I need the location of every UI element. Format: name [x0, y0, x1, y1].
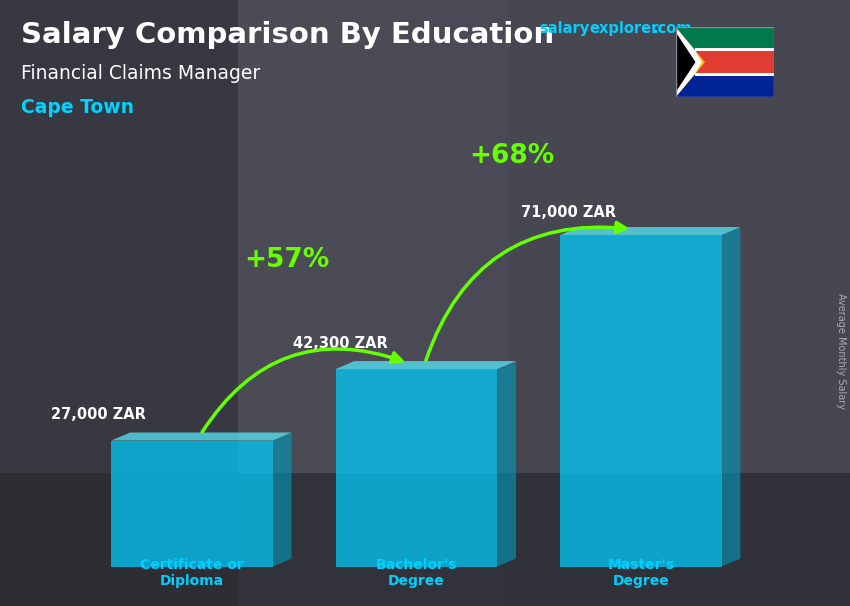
Bar — [391, 0, 510, 606]
Polygon shape — [497, 361, 516, 567]
Bar — [695, 48, 774, 51]
Text: Bachelor's
Degree: Bachelor's Degree — [376, 558, 457, 588]
Bar — [510, 0, 850, 606]
Text: explorer: explorer — [589, 21, 659, 36]
Polygon shape — [676, 33, 695, 92]
Bar — [336, 369, 497, 567]
Polygon shape — [560, 227, 740, 235]
Text: 27,000 ZAR: 27,000 ZAR — [51, 407, 146, 422]
Bar — [238, 0, 391, 606]
Text: Financial Claims Manager: Financial Claims Manager — [21, 64, 260, 82]
Text: Master's
Degree: Master's Degree — [608, 558, 674, 588]
Bar — [560, 235, 722, 567]
Text: 42,300 ZAR: 42,300 ZAR — [292, 336, 388, 351]
Polygon shape — [676, 27, 705, 97]
Polygon shape — [676, 27, 702, 97]
Bar — [676, 62, 774, 97]
Polygon shape — [676, 27, 699, 97]
Text: salary: salary — [540, 21, 590, 36]
FancyArrowPatch shape — [426, 222, 626, 361]
Polygon shape — [676, 34, 694, 90]
Text: .com: .com — [653, 21, 692, 36]
Bar — [676, 27, 774, 62]
Bar — [111, 441, 273, 567]
Polygon shape — [273, 433, 292, 567]
Text: Certificate or
Diploma: Certificate or Diploma — [140, 558, 244, 588]
Text: Cape Town: Cape Town — [21, 98, 134, 117]
Text: Average Monthly Salary: Average Monthly Salary — [836, 293, 846, 410]
Text: Salary Comparison By Education: Salary Comparison By Education — [21, 21, 554, 49]
Polygon shape — [722, 227, 740, 567]
Bar — [0, 473, 850, 606]
FancyArrowPatch shape — [202, 349, 402, 432]
Text: +68%: +68% — [469, 143, 554, 169]
Polygon shape — [111, 433, 292, 441]
Polygon shape — [336, 361, 516, 369]
Bar — [695, 73, 774, 76]
Bar — [695, 51, 774, 73]
Text: +57%: +57% — [245, 247, 330, 273]
Bar — [0, 0, 238, 606]
Text: 71,000 ZAR: 71,000 ZAR — [521, 205, 616, 220]
